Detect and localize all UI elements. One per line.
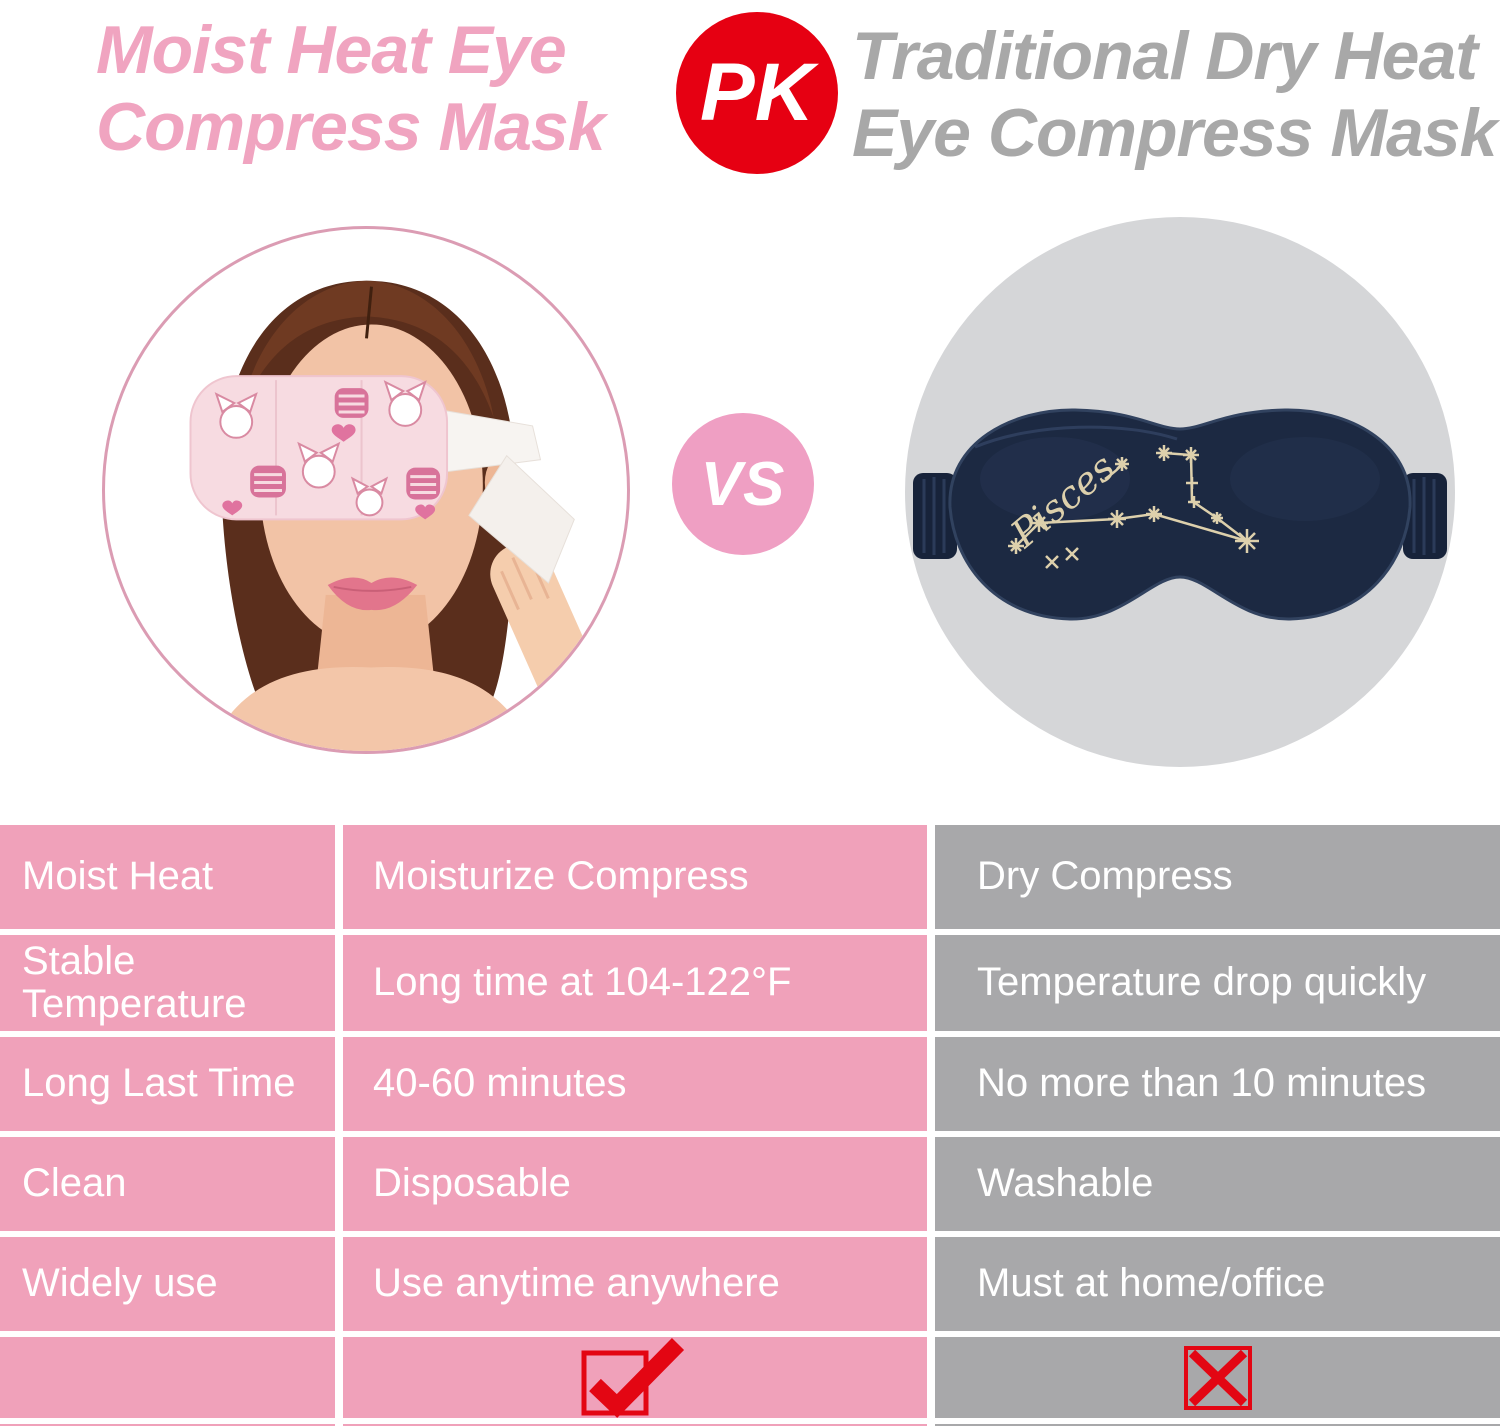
moist-cell-4: Use anytime anywhere <box>343 1237 927 1331</box>
feature-cell-0: Moist Heat <box>0 825 335 929</box>
verdict-empty-cell <box>0 1337 335 1418</box>
left-title-line2: Compress Mask <box>96 89 606 165</box>
verdict-dry-cell <box>935 1337 1500 1418</box>
right-product-title: Traditional Dry Heat Eye Compress Mask <box>852 18 1497 172</box>
dry-mask-photo-circle: Pisces <box>905 217 1455 767</box>
feature-cell-1: Stable Temperature <box>0 935 335 1031</box>
table-stub <box>0 1424 335 1426</box>
table-stub <box>343 1424 927 1426</box>
check-icon <box>581 1337 685 1418</box>
pk-label: PK <box>700 47 814 138</box>
moist-mask-photo-circle <box>102 226 630 754</box>
right-title-line2: Eye Compress Mask <box>852 95 1497 171</box>
moist-cell-3: Disposable <box>343 1137 927 1231</box>
moist-cell-2: 40-60 minutes <box>343 1037 927 1131</box>
moist-cell-0: Moisturize Compress <box>343 825 927 929</box>
cross-icon <box>1183 1345 1252 1410</box>
moist-cell-1: Long time at 104-122°F <box>343 935 927 1031</box>
table-stub <box>935 1424 1500 1426</box>
dry-cell-3: Washable <box>935 1137 1500 1231</box>
dry-cell-0: Dry Compress <box>935 825 1500 929</box>
comparison-table: Moist Heat Moisturize Compress Dry Compr… <box>0 825 1500 1426</box>
dry-cell-4: Must at home/office <box>935 1237 1500 1331</box>
left-product-title: Moist Heat Eye Compress Mask <box>96 12 606 166</box>
left-title-line1: Moist Heat Eye <box>96 12 567 88</box>
feature-cell-2: Long Last Time <box>0 1037 335 1131</box>
verdict-moist-cell <box>343 1337 927 1418</box>
right-title-line1: Traditional Dry Heat <box>852 18 1478 94</box>
silk-sleep-mask-illustration: Pisces <box>913 408 1447 621</box>
pk-badge: PK <box>676 12 838 174</box>
feature-cell-3: Clean <box>0 1137 335 1231</box>
woman-with-eye-mask-illustration <box>189 280 607 751</box>
dry-cell-1: Temperature drop quickly <box>935 935 1500 1031</box>
vs-label: VS <box>700 449 786 519</box>
vs-badge: VS <box>672 413 814 555</box>
dry-cell-2: No more than 10 minutes <box>935 1037 1500 1131</box>
feature-cell-4: Widely use <box>0 1237 335 1331</box>
